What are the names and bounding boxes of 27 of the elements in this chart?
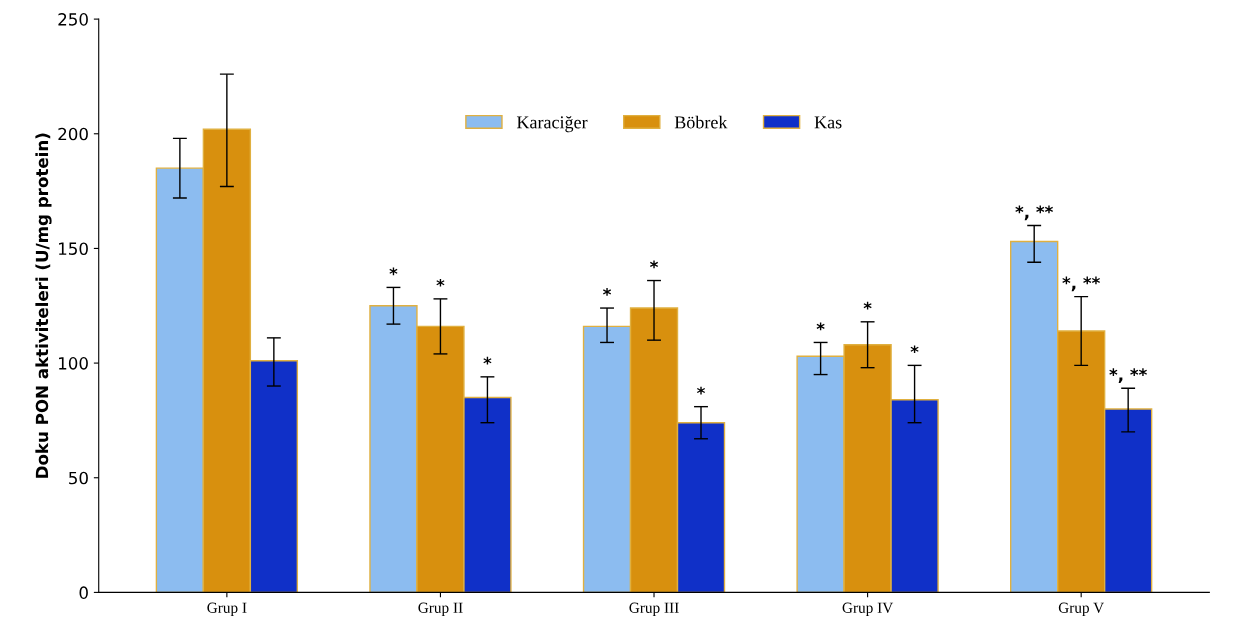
- data-label: *, **: [1015, 205, 1053, 221]
- data-label: *: [436, 278, 445, 287]
- y-tick-label: 0: [79, 586, 88, 599]
- y-axis-title: Doku PON aktiviteleri (U/mg protein): [35, 133, 52, 478]
- y-tick-label: 200: [58, 127, 88, 141]
- x-tick-label: Grup IV: [842, 602, 894, 616]
- y-tick-label: 250: [58, 13, 88, 26]
- data-label: *: [863, 301, 872, 310]
- data-label: *: [389, 267, 398, 276]
- x-tick-label: Grup III: [629, 602, 679, 616]
- data-label: *: [603, 288, 612, 296]
- y-tick-label: 100: [59, 357, 88, 370]
- x-tick-label: Grup I: [207, 602, 247, 616]
- x-tick-label: Grup II: [418, 602, 463, 616]
- data-label: *: [910, 345, 919, 354]
- data-label: *: [483, 356, 492, 365]
- legend-label: Karaciğer: [516, 115, 588, 133]
- legend-label: Kas: [814, 116, 842, 129]
- data-label: *, **: [1062, 276, 1100, 292]
- legend-label: Böbrek: [674, 115, 728, 129]
- y-tick-label: 150: [59, 242, 88, 255]
- y-tick-label: 50: [69, 471, 88, 485]
- data-label: *: [650, 260, 659, 269]
- data-label: *: [696, 386, 706, 395]
- data-label: *, **: [1109, 368, 1147, 384]
- data-label: *: [816, 322, 825, 331]
- x-tick-label: Grup V: [1058, 602, 1104, 616]
